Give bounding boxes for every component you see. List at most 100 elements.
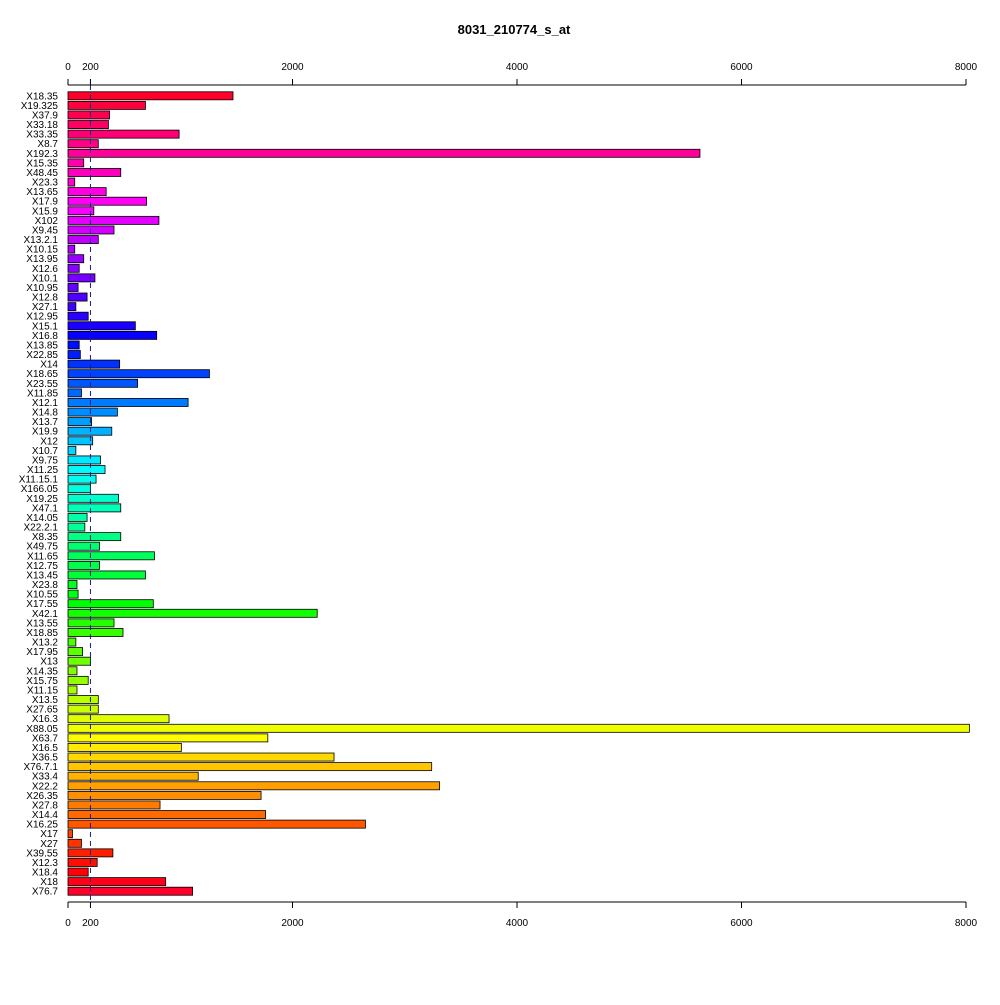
bar-X22.2.1 bbox=[67, 522, 86, 532]
bar-X12.8 bbox=[67, 292, 88, 302]
category-label: X15.35 bbox=[26, 158, 58, 169]
category-label: X39.55 bbox=[26, 848, 58, 859]
category-label: X22.2 bbox=[32, 781, 59, 792]
category-label: X12.1 bbox=[32, 398, 59, 409]
category-label: X23.3 bbox=[32, 178, 59, 189]
category-label: X13.2 bbox=[32, 638, 59, 649]
bar-X22.2 bbox=[67, 781, 440, 791]
category-label: X76.7.1 bbox=[24, 762, 59, 773]
tick-label: 4000 bbox=[506, 918, 529, 929]
tick-label: 8000 bbox=[955, 62, 978, 73]
bar-X49.75 bbox=[67, 541, 100, 551]
category-label: X22.85 bbox=[26, 350, 58, 361]
category-label: X26.35 bbox=[26, 791, 58, 802]
category-label: X23.8 bbox=[32, 580, 59, 591]
category-label: X166.05 bbox=[21, 484, 59, 495]
category-label: X11.85 bbox=[27, 388, 58, 399]
category-label: X11.65 bbox=[27, 551, 58, 562]
category-label: X18.65 bbox=[26, 369, 58, 380]
bar-X17.95 bbox=[67, 647, 83, 657]
category-label: X27 bbox=[40, 839, 58, 850]
category-label: X23.55 bbox=[26, 379, 58, 390]
bar-X15.35 bbox=[67, 158, 85, 168]
bar-X11.15 bbox=[67, 685, 78, 695]
bar-X17 bbox=[67, 829, 73, 839]
bar-X14.35 bbox=[67, 666, 78, 676]
tick-label: 200 bbox=[82, 62, 99, 73]
category-label: X27.65 bbox=[26, 705, 58, 716]
category-label: X12.95 bbox=[26, 312, 58, 323]
category-label: X27.8 bbox=[32, 800, 59, 811]
bar-X13.95 bbox=[67, 254, 85, 264]
category-label: X76.7 bbox=[32, 887, 59, 898]
category-label: X17.9 bbox=[32, 197, 59, 208]
category-label: X33.35 bbox=[26, 130, 58, 141]
bar-X13.45 bbox=[67, 570, 146, 580]
bar-X13.65 bbox=[67, 187, 107, 197]
category-label: X13.2.1 bbox=[24, 235, 59, 246]
bar-X13.2.1 bbox=[67, 235, 99, 244]
bar-X10.7 bbox=[67, 445, 77, 455]
bottom-axis: 0 200 2000 4000 6000 8000 bbox=[65, 901, 978, 929]
category-label: X13.45 bbox=[26, 570, 58, 581]
bar-X18.35 bbox=[67, 91, 234, 101]
bar-X10.95 bbox=[67, 283, 79, 292]
bar-X11.25 bbox=[67, 465, 106, 474]
bar-X12.3 bbox=[67, 858, 98, 867]
bar-X18.65 bbox=[67, 369, 210, 379]
category-label: X17.95 bbox=[26, 647, 58, 658]
bar-X36.5 bbox=[67, 752, 335, 762]
tick-label: 6000 bbox=[730, 62, 753, 73]
category-label: X8.35 bbox=[32, 532, 59, 543]
category-label: X9.45 bbox=[32, 225, 59, 236]
bar-X192.3 bbox=[67, 148, 701, 158]
category-label: X11.25 bbox=[27, 465, 58, 476]
bar-X18 bbox=[67, 877, 167, 887]
category-label: X18.85 bbox=[26, 628, 58, 639]
bar-X23.55 bbox=[67, 378, 138, 388]
category-label: X22.2.1 bbox=[24, 523, 59, 534]
bar-X10.55 bbox=[67, 589, 79, 599]
bar-X33.18 bbox=[67, 120, 109, 129]
bar-X42.1 bbox=[67, 608, 318, 618]
category-label: X27.1 bbox=[32, 302, 59, 313]
category-label: X16.8 bbox=[32, 331, 59, 342]
category-label: X12 bbox=[40, 436, 58, 447]
category-label: X14.05 bbox=[26, 513, 58, 524]
category-label: X12.6 bbox=[32, 264, 59, 275]
category-label: X12.3 bbox=[32, 858, 59, 869]
category-label: X12.8 bbox=[32, 293, 59, 304]
category-label: X9.75 bbox=[32, 455, 59, 466]
bar-X12.1 bbox=[67, 398, 189, 407]
category-label: X192.3 bbox=[26, 149, 58, 160]
category-label: X63.7 bbox=[32, 733, 59, 744]
bar-X13.7 bbox=[67, 417, 92, 427]
category-label: X48.45 bbox=[26, 168, 58, 179]
bar-X13.5 bbox=[67, 695, 99, 704]
bar-X11.85 bbox=[67, 388, 82, 398]
bar-X11.65 bbox=[67, 551, 155, 561]
tick-label: 2000 bbox=[281, 62, 304, 73]
bar-X12.6 bbox=[67, 263, 80, 273]
bar-X15.9 bbox=[67, 206, 95, 216]
bar-X13.2 bbox=[67, 637, 77, 647]
category-label: X42.1 bbox=[32, 609, 59, 620]
bar-X22.85 bbox=[67, 350, 81, 359]
bar-X48.45 bbox=[67, 168, 122, 177]
category-label: X15.9 bbox=[32, 206, 59, 217]
bar-X63.7 bbox=[67, 733, 269, 743]
category-label: X13.5 bbox=[32, 695, 59, 706]
bar-X12.75 bbox=[67, 560, 100, 570]
bar-X37.9 bbox=[67, 110, 110, 120]
bar-X27.8 bbox=[67, 800, 161, 810]
category-label: X11.15.1 bbox=[19, 475, 59, 486]
bar-X12.95 bbox=[67, 311, 89, 321]
category-label: X18.4 bbox=[32, 868, 59, 879]
category-label: X10.15 bbox=[26, 245, 58, 256]
category-label: X13.85 bbox=[26, 340, 58, 351]
chart-title: 8031_210774_s_at bbox=[457, 22, 571, 37]
bar-X14.4 bbox=[67, 810, 266, 819]
bar-X8.7 bbox=[67, 139, 99, 149]
